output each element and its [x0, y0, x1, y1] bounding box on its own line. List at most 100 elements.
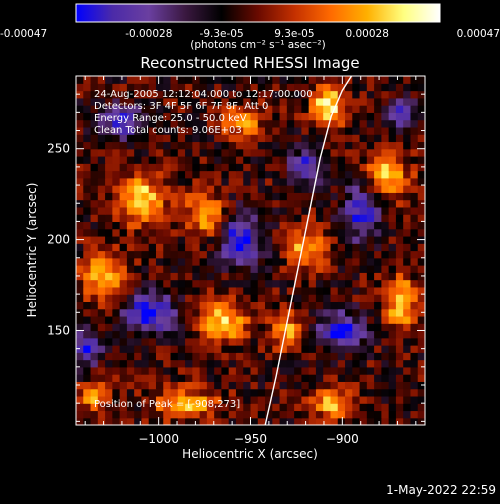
heatmap-cell — [301, 359, 310, 368]
heatmap-cell — [294, 83, 302, 92]
heatmap-cell — [76, 279, 84, 288]
heatmap-cell — [294, 76, 302, 84]
heatmap-cell — [185, 286, 193, 295]
heatmap-cell — [279, 374, 288, 382]
heatmap-cell — [155, 134, 164, 143]
heatmap-cell — [388, 272, 397, 281]
heatmap-cell — [265, 83, 273, 92]
heatmap-cell — [265, 250, 273, 259]
heatmap-cell — [250, 97, 259, 106]
heatmap-cell — [192, 359, 201, 368]
heatmap-cell — [112, 294, 121, 302]
heatmap-cell — [308, 199, 317, 208]
heatmap-cell — [395, 155, 404, 164]
heatmap-cell — [177, 206, 186, 215]
heatmap-cell — [177, 119, 186, 128]
heatmap-cell — [279, 97, 288, 106]
heatmap-cell — [330, 112, 339, 121]
heatmap-cell — [105, 76, 113, 84]
heatmap-cell — [235, 134, 244, 143]
heatmap-cell — [163, 366, 172, 375]
heatmap-cell — [301, 330, 310, 339]
heatmap-cell — [192, 177, 201, 186]
heatmap-cell — [410, 243, 419, 252]
heatmap-cell — [214, 286, 223, 295]
heatmap-cell — [294, 243, 302, 252]
heatmap-cell — [134, 315, 143, 324]
heatmap-cell — [119, 381, 128, 390]
heatmap-cell — [177, 410, 186, 419]
heatmap-cell — [206, 112, 215, 121]
heatmap-cell — [83, 294, 92, 302]
heatmap-cell — [148, 308, 157, 317]
heatmap-cell — [134, 163, 143, 172]
heatmap-cell — [105, 235, 113, 244]
heatmap-cell — [381, 228, 390, 237]
heatmap-cell — [286, 134, 295, 143]
heatmap-cell — [359, 315, 368, 324]
heatmap-cell — [403, 323, 412, 332]
heatmap-cell — [185, 177, 193, 186]
heatmap-cell — [366, 366, 375, 375]
heatmap-cell — [141, 185, 150, 193]
heatmap-cell — [148, 90, 157, 99]
heatmap-cell — [410, 97, 419, 106]
heatmap-cell — [134, 76, 143, 84]
heatmap-cell — [250, 112, 259, 121]
heatmap-cell — [286, 105, 295, 113]
heatmap-cell — [192, 83, 201, 92]
heatmap-cell — [192, 315, 201, 324]
heatmap-cell — [381, 388, 390, 397]
heatmap-cell — [206, 330, 215, 339]
heatmap-cell — [417, 243, 425, 252]
heatmap-cell — [279, 192, 288, 201]
heatmap-cell — [97, 345, 106, 353]
heatmap-cell — [315, 83, 324, 92]
heatmap-cell — [90, 134, 99, 143]
heatmap-cell — [388, 345, 397, 353]
heatmap-cell — [388, 177, 397, 186]
heatmap-cell — [235, 366, 244, 375]
heatmap-cell — [141, 279, 150, 288]
heatmap-cell — [119, 301, 128, 310]
heatmap-cell — [301, 301, 310, 310]
heatmap-cell — [417, 206, 425, 215]
heatmap-cell — [170, 112, 179, 121]
heatmap-cell — [170, 265, 179, 273]
heatmap-cell — [308, 134, 317, 143]
heatmap-cell — [366, 301, 375, 310]
heatmap-cell — [119, 250, 128, 259]
heatmap-cell — [315, 192, 324, 201]
heatmap-cell — [250, 359, 259, 368]
heatmap-cell — [250, 134, 259, 143]
heatmap-cell — [294, 417, 302, 425]
heatmap-cell — [141, 337, 150, 346]
heatmap-cell — [279, 323, 288, 332]
heatmap-cell — [221, 410, 230, 419]
colorbar-tick-label: 0.00028 — [345, 28, 388, 40]
heatmap-cell — [185, 170, 193, 179]
heatmap-cell — [352, 359, 361, 368]
heatmap-cell — [279, 90, 288, 99]
heatmap-cell — [163, 294, 172, 302]
heatmap-cell — [155, 112, 164, 121]
heatmap-cell — [90, 323, 99, 332]
heatmap-cell — [243, 170, 252, 179]
heatmap-cell — [243, 265, 252, 273]
heatmap-cell — [163, 243, 172, 252]
heatmap-cell — [286, 206, 295, 215]
heatmap-cell — [177, 381, 186, 390]
heatmap-cell — [76, 352, 84, 361]
heatmap-cell — [374, 381, 382, 390]
heatmap-cell — [199, 155, 208, 164]
heatmap-cell — [192, 366, 201, 375]
heatmap-cell — [257, 228, 266, 237]
heatmap-cell — [301, 243, 310, 252]
heatmap-cell — [315, 206, 324, 215]
heatmap-cell — [410, 257, 419, 266]
heatmap-cell — [286, 170, 295, 179]
heatmap-cell — [105, 90, 113, 99]
heatmap-cell — [112, 250, 121, 259]
heatmap-cell — [374, 192, 382, 201]
